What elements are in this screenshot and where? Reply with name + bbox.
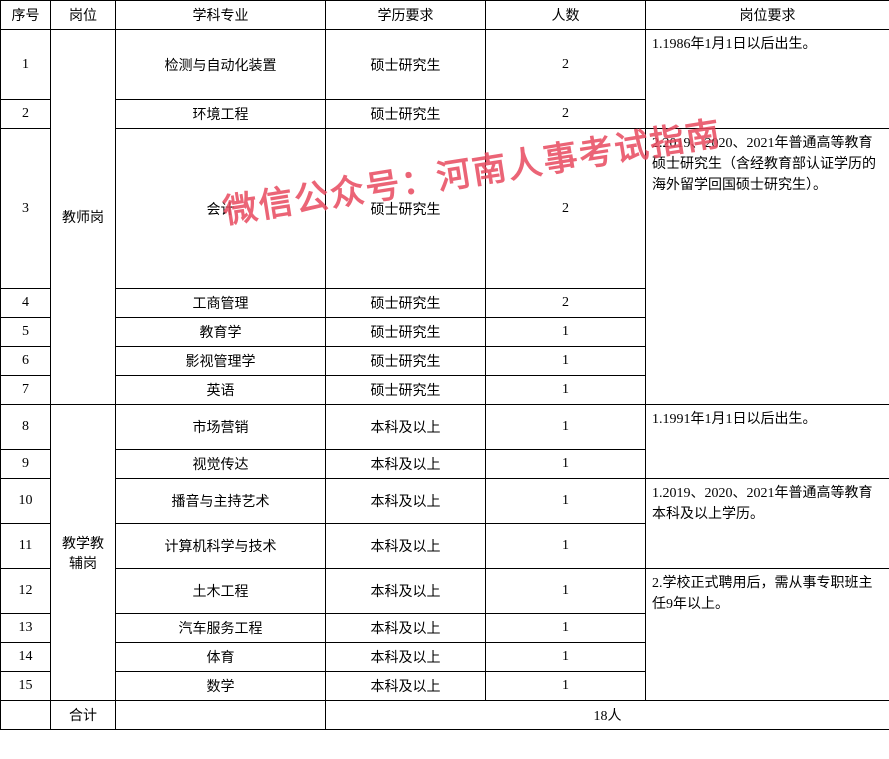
cell-count: 1 xyxy=(486,479,646,524)
header-seq: 序号 xyxy=(1,1,51,30)
cell-count: 2 xyxy=(486,129,646,289)
cell-edu: 本科及以上 xyxy=(326,450,486,479)
cell-count: 2 xyxy=(486,289,646,318)
cell-subject: 环境工程 xyxy=(116,100,326,129)
cell-count: 1 xyxy=(486,614,646,643)
cell-edu: 硕士研究生 xyxy=(326,129,486,289)
cell-edu: 本科及以上 xyxy=(326,524,486,569)
cell-count: 1 xyxy=(486,643,646,672)
cell-seq: 7 xyxy=(1,376,51,405)
cell-edu: 本科及以上 xyxy=(326,405,486,450)
recruitment-table: 序号 岗位 学科专业 学历要求 人数 岗位要求 1 教师岗 检测与自动化装置 硕… xyxy=(0,0,889,730)
cell-seq: 11 xyxy=(1,524,51,569)
cell-count: 1 xyxy=(486,672,646,701)
cell-edu: 硕士研究生 xyxy=(326,289,486,318)
cell-subject: 数学 xyxy=(116,672,326,701)
cell-edu: 硕士研究生 xyxy=(326,318,486,347)
cell-subject: 工商管理 xyxy=(116,289,326,318)
cell-count: 1 xyxy=(486,450,646,479)
cell-count: 1 xyxy=(486,524,646,569)
cell-seq: 9 xyxy=(1,450,51,479)
cell-seq: 15 xyxy=(1,672,51,701)
cell-subject: 会计 xyxy=(116,129,326,289)
cell-seq: 13 xyxy=(1,614,51,643)
cell-edu: 硕士研究生 xyxy=(326,30,486,100)
cell-seq: 1 xyxy=(1,30,51,100)
cell-seq: 6 xyxy=(1,347,51,376)
cell-total-value: 18人 xyxy=(326,701,889,730)
cell-subject: 教育学 xyxy=(116,318,326,347)
cell-seq: 14 xyxy=(1,643,51,672)
cell-edu: 本科及以上 xyxy=(326,672,486,701)
cell-count: 2 xyxy=(486,30,646,100)
cell-count: 1 xyxy=(486,569,646,614)
cell-subject: 影视管理学 xyxy=(116,347,326,376)
cell-seq: 10 xyxy=(1,479,51,524)
cell-req-1a: 1.1986年1月1日以后出生。 xyxy=(646,30,889,129)
cell-empty xyxy=(116,701,326,730)
cell-req-1b: 2.2019、2020、2021年普通高等教育硕士研究生（含经教育部认证学历的海… xyxy=(646,129,889,405)
header-count: 人数 xyxy=(486,1,646,30)
cell-req-2b: 1.2019、2020、2021年普通高等教育本科及以上学历。 xyxy=(646,479,889,569)
cell-edu: 本科及以上 xyxy=(326,614,486,643)
cell-subject: 体育 xyxy=(116,643,326,672)
cell-subject: 检测与自动化装置 xyxy=(116,30,326,100)
table-row: 1 教师岗 检测与自动化装置 硕士研究生 2 1.1986年1月1日以后出生。 xyxy=(1,30,889,100)
header-req: 岗位要求 xyxy=(646,1,889,30)
table-row: 8 教学教辅岗 市场营销 本科及以上 1 1.1991年1月1日以后出生。 xyxy=(1,405,889,450)
cell-edu: 硕士研究生 xyxy=(326,100,486,129)
cell-subject: 视觉传达 xyxy=(116,450,326,479)
cell-subject: 市场营销 xyxy=(116,405,326,450)
cell-seq: 12 xyxy=(1,569,51,614)
cell-subject: 汽车服务工程 xyxy=(116,614,326,643)
cell-empty xyxy=(1,701,51,730)
cell-req-2a: 1.1991年1月1日以后出生。 xyxy=(646,405,889,479)
header-subject: 学科专业 xyxy=(116,1,326,30)
cell-count: 1 xyxy=(486,405,646,450)
cell-count: 2 xyxy=(486,100,646,129)
cell-edu: 硕士研究生 xyxy=(326,376,486,405)
table-total-row: 合计 18人 xyxy=(1,701,889,730)
table-row: 12 土木工程 本科及以上 1 2.学校正式聘用后，需从事专职班主任9年以上。 xyxy=(1,569,889,614)
cell-post-teacher: 教师岗 xyxy=(51,30,116,405)
cell-seq: 5 xyxy=(1,318,51,347)
cell-count: 1 xyxy=(486,376,646,405)
header-edu: 学历要求 xyxy=(326,1,486,30)
table-row: 3 会计 硕士研究生 2 2.2019、2020、2021年普通高等教育硕士研究… xyxy=(1,129,889,289)
cell-edu: 本科及以上 xyxy=(326,569,486,614)
cell-req-2c: 2.学校正式聘用后，需从事专职班主任9年以上。 xyxy=(646,569,889,701)
header-post: 岗位 xyxy=(51,1,116,30)
cell-edu: 本科及以上 xyxy=(326,643,486,672)
cell-subject: 播音与主持艺术 xyxy=(116,479,326,524)
cell-post-assistant: 教学教辅岗 xyxy=(51,405,116,701)
cell-seq: 2 xyxy=(1,100,51,129)
cell-seq: 3 xyxy=(1,129,51,289)
table-row: 10 播音与主持艺术 本科及以上 1 1.2019、2020、2021年普通高等… xyxy=(1,479,889,524)
cell-edu: 本科及以上 xyxy=(326,479,486,524)
cell-count: 1 xyxy=(486,347,646,376)
cell-count: 1 xyxy=(486,318,646,347)
cell-edu: 硕士研究生 xyxy=(326,347,486,376)
table-header-row: 序号 岗位 学科专业 学历要求 人数 岗位要求 xyxy=(1,1,889,30)
cell-total-label: 合计 xyxy=(51,701,116,730)
cell-subject: 计算机科学与技术 xyxy=(116,524,326,569)
cell-seq: 4 xyxy=(1,289,51,318)
cell-subject: 英语 xyxy=(116,376,326,405)
cell-seq: 8 xyxy=(1,405,51,450)
cell-subject: 土木工程 xyxy=(116,569,326,614)
